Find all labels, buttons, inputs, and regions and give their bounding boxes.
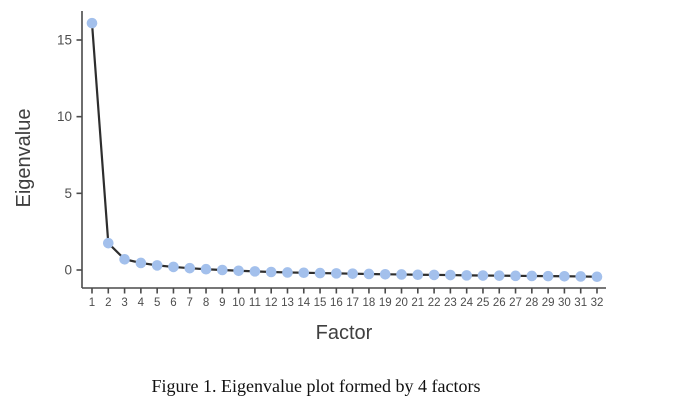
- y-axis-title: Eigenvalue: [13, 109, 35, 208]
- data-point: [428, 269, 440, 281]
- data-point: [575, 271, 586, 282]
- data-point: [412, 269, 424, 281]
- x-tick-label: 26: [493, 297, 506, 309]
- x-tick-label: 14: [297, 297, 310, 309]
- x-tick-label: 32: [591, 297, 604, 309]
- x-tick-label: 17: [346, 297, 359, 309]
- x-tick-label: 1: [89, 297, 95, 309]
- x-tick-label: 24: [460, 297, 473, 309]
- data-point: [249, 266, 261, 277]
- x-tick-label: 23: [444, 297, 457, 309]
- data-point: [200, 263, 212, 275]
- data-point: [396, 269, 407, 280]
- x-tick-label: 12: [265, 297, 278, 309]
- data-point: [461, 270, 472, 281]
- data-point: [347, 268, 358, 279]
- data-point: [282, 267, 293, 278]
- x-tick-label: 3: [121, 297, 127, 309]
- data-point: [331, 268, 342, 279]
- series-line: [90, 23, 598, 278]
- data-point: [298, 267, 310, 279]
- y-tick-label: 0: [64, 263, 72, 278]
- y-tick-label: 5: [64, 186, 72, 201]
- x-tick-label: 31: [574, 297, 587, 309]
- x-tick-label: 5: [154, 297, 160, 309]
- data-point: [542, 270, 554, 282]
- x-tick-label: 13: [281, 297, 294, 309]
- data-point: [363, 268, 375, 280]
- data-point: [559, 270, 570, 282]
- data-point: [233, 265, 244, 277]
- x-tick-label: 30: [558, 297, 571, 309]
- x-tick-label: 29: [542, 297, 555, 309]
- x-tick-label: 19: [379, 297, 392, 309]
- x-tick-label: 15: [314, 297, 327, 309]
- x-tick-label: 10: [232, 297, 245, 309]
- data-point: [265, 266, 277, 278]
- x-tick-label: 28: [525, 297, 538, 309]
- x-tick-label: 8: [203, 297, 209, 309]
- x-tick-label: 7: [187, 297, 193, 309]
- data-point: [151, 260, 163, 271]
- y-tick-label: 10: [57, 109, 72, 124]
- data-point: [86, 17, 98, 29]
- data-point: [477, 270, 489, 281]
- x-tick-label: 4: [138, 297, 145, 309]
- data-point: [119, 253, 130, 265]
- data-point: [217, 264, 228, 276]
- x-axis-title: Factor: [316, 322, 373, 344]
- data-point: [379, 268, 391, 280]
- figure-caption: Figure 1. Eigenvalue plot formed by 4 fa…: [151, 376, 481, 396]
- data-point: [526, 270, 538, 282]
- data-point: [135, 257, 147, 269]
- data-point: [102, 237, 114, 249]
- x-tick-label: 2: [105, 297, 111, 309]
- x-tick-label: 11: [249, 297, 261, 309]
- y-tick-label: 15: [57, 33, 72, 48]
- data-point: [168, 261, 179, 273]
- data-point: [591, 271, 603, 283]
- x-tick-label: 22: [428, 297, 441, 309]
- x-tick-label: 25: [477, 297, 490, 309]
- data-point: [314, 267, 326, 279]
- data-point: [510, 270, 521, 282]
- x-tick-label: 9: [219, 297, 225, 309]
- x-tick-label: 6: [170, 297, 176, 309]
- x-tick-label: 16: [330, 297, 343, 309]
- data-point: [184, 262, 196, 274]
- x-tick-label: 27: [509, 297, 522, 309]
- x-tick-label: 21: [411, 297, 424, 309]
- x-tick-label: 18: [363, 297, 376, 309]
- x-tick-label: 20: [395, 297, 408, 309]
- data-point: [493, 270, 505, 281]
- data-point: [445, 269, 456, 281]
